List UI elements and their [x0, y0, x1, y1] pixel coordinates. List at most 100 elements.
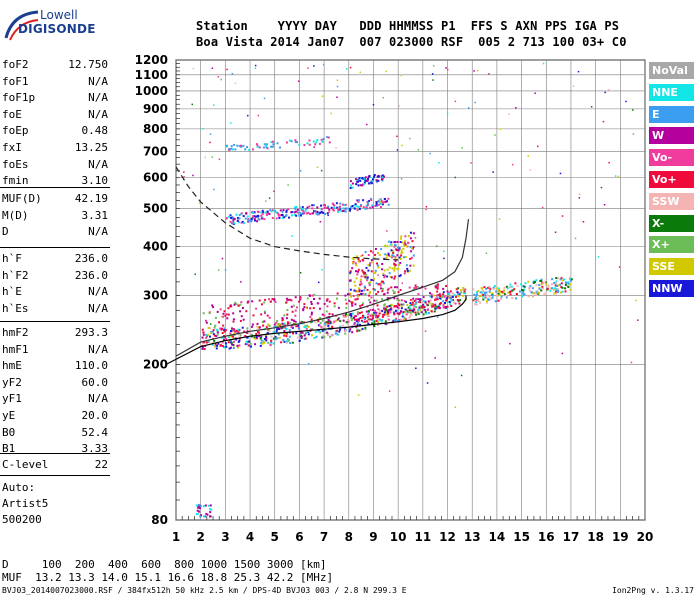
echo-point: [557, 288, 560, 291]
echo-point: [382, 313, 385, 316]
echo-point: [352, 295, 355, 297]
echo-point: [369, 262, 371, 265]
echo-point: [320, 204, 322, 207]
echo-point: [307, 211, 310, 214]
echo-point: [232, 318, 235, 321]
echo-point: [396, 306, 399, 309]
echo-point: [303, 306, 306, 309]
echo-point: [559, 278, 562, 281]
echo-point: [285, 210, 288, 213]
echo-point: [348, 330, 351, 333]
plot-frame: [175, 59, 646, 521]
echo-point: [247, 344, 250, 347]
echo-point: [422, 303, 424, 306]
echo-point: [257, 215, 260, 218]
echo-point: [478, 295, 481, 298]
noise-point: [432, 65, 435, 67]
echo-point: [360, 203, 362, 206]
echo-point: [230, 330, 232, 332]
x-tick-label: 20: [637, 530, 654, 544]
echo-point: [321, 140, 324, 143]
echo-point: [325, 299, 328, 302]
echo-point: [323, 322, 326, 325]
echo-point: [436, 283, 439, 286]
echo-point: [457, 300, 460, 303]
echo-point: [233, 143, 236, 146]
echo-point: [202, 333, 205, 336]
echo-point: [422, 296, 425, 299]
echo-point: [230, 145, 233, 148]
echo-point: [272, 143, 275, 146]
echo-point: [361, 184, 364, 187]
echo-point: [349, 292, 352, 295]
echo-point: [409, 237, 412, 240]
echo-point: [379, 284, 382, 287]
echo-point: [344, 332, 347, 335]
param-value: 110.0: [74, 359, 108, 373]
echo-point: [234, 330, 237, 333]
echo-point: [564, 283, 567, 286]
x-tick-label: 7: [320, 530, 328, 544]
echo-point: [410, 256, 413, 259]
echo-point: [371, 322, 373, 325]
echo-point: [378, 198, 381, 201]
noise-point: [191, 103, 193, 106]
echo-point: [503, 293, 506, 296]
echo-point: [387, 318, 390, 321]
echo-point: [280, 327, 283, 330]
param-value: 236.0: [74, 252, 108, 265]
echo-point: [462, 286, 465, 289]
echo-point: [240, 144, 243, 147]
echo-point: [516, 284, 519, 287]
param-name: C-level: [2, 458, 49, 471]
echo-point: [501, 292, 504, 294]
echo-point: [223, 346, 226, 349]
x-tick-label: 6: [295, 530, 303, 544]
noise-point: [454, 108, 457, 110]
param-name: foEp: [2, 124, 29, 138]
legend-item-voplus: Vo+: [649, 171, 694, 188]
echo-point: [509, 290, 512, 293]
echo-point: [261, 342, 264, 345]
echo-point: [268, 330, 271, 332]
echo-point: [352, 261, 355, 264]
echo-point: [389, 311, 392, 314]
noise-point: [618, 266, 621, 268]
echo-point: [383, 293, 386, 296]
echo-point: [323, 302, 326, 305]
noise-point: [608, 161, 610, 164]
echo-point: [197, 505, 200, 508]
echo-point: [392, 289, 395, 292]
echo-point: [316, 302, 319, 305]
echo-point: [359, 280, 362, 283]
echo-point: [453, 293, 456, 296]
echo-point: [338, 330, 341, 333]
echo-point: [283, 340, 286, 343]
echo-point: [503, 290, 505, 293]
echo-point: [333, 302, 336, 305]
echo-point: [456, 299, 459, 301]
echo-point: [434, 305, 437, 308]
echo-point: [235, 303, 238, 306]
echo-point: [442, 300, 445, 303]
echo-point: [366, 279, 369, 282]
echo-point: [348, 299, 351, 302]
echo-point: [356, 205, 359, 208]
echo-point: [324, 212, 326, 215]
noise-point: [218, 269, 220, 271]
echo-point: [290, 140, 293, 143]
echo-point: [362, 199, 365, 202]
echo-point: [522, 289, 525, 292]
echo-point: [522, 291, 525, 294]
echo-point: [307, 333, 310, 336]
noise-point: [382, 96, 384, 99]
echo-point: [261, 209, 264, 212]
echo-point: [350, 205, 352, 208]
echo-point: [283, 314, 286, 317]
echo-point: [448, 301, 451, 303]
echo-point: [278, 323, 281, 325]
echo-point: [247, 218, 250, 221]
echo-point: [371, 313, 374, 316]
echo-point: [368, 294, 371, 297]
echo-point: [500, 295, 503, 298]
